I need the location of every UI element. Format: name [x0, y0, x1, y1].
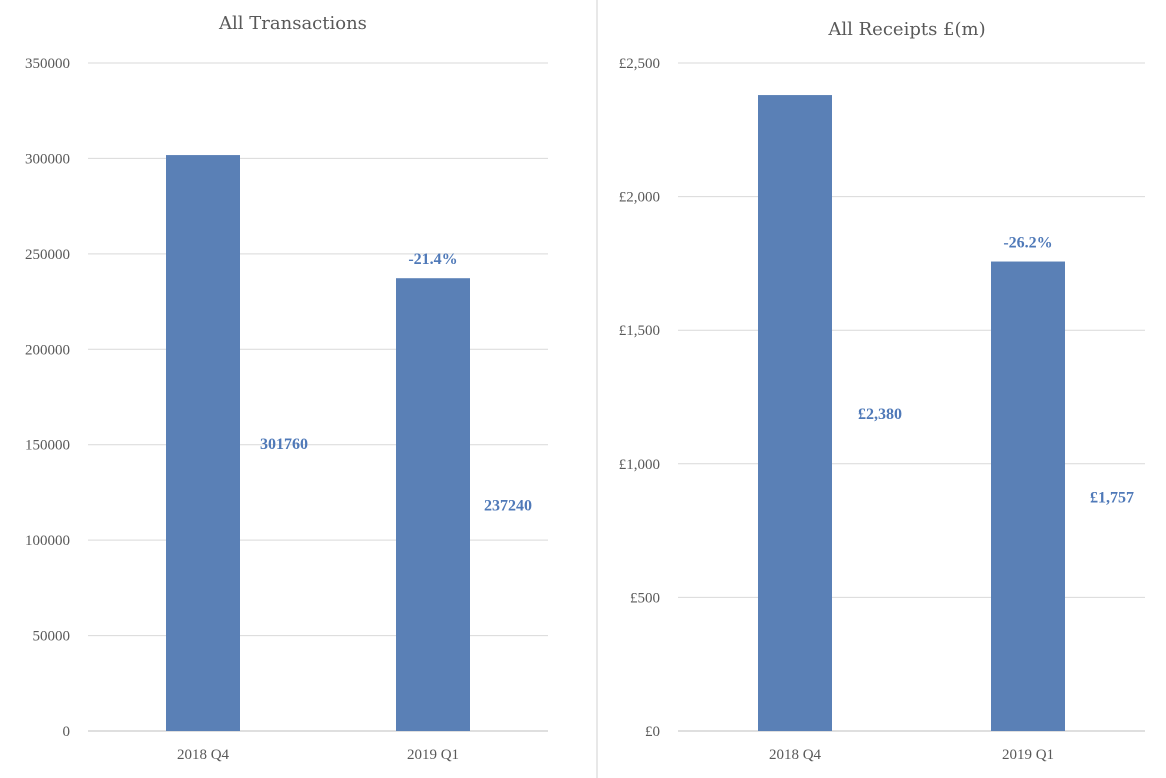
- change-label: -21.4%: [408, 251, 457, 268]
- transactions-chart: All Transactions 0 50000 100000 150000 20000…: [25, 13, 548, 763]
- data-label: £1,757: [1090, 489, 1134, 506]
- y-tick-label: 350000: [25, 56, 70, 72]
- y-tick-label: £500: [630, 590, 660, 606]
- bar: [991, 261, 1065, 731]
- chart-title: All Transactions: [218, 13, 367, 34]
- bar: [758, 95, 832, 731]
- bar: [166, 155, 240, 732]
- y-tick-label: 100000: [25, 533, 70, 549]
- y-tick-label: 200000: [25, 342, 70, 358]
- y-tick-label: 300000: [25, 151, 70, 167]
- data-label: £2,380: [858, 406, 902, 423]
- y-tick-label: £1,000: [619, 457, 660, 473]
- y-tick-label: 0: [63, 724, 71, 740]
- x-tick-label: 2019 Q1: [407, 747, 459, 763]
- x-tick-label: 2019 Q1: [1002, 747, 1054, 763]
- y-tick-label: £2,000: [619, 190, 660, 206]
- data-label: 237240: [484, 498, 532, 515]
- change-label: -26.2%: [1003, 235, 1052, 252]
- y-tick-label: 150000: [25, 438, 70, 454]
- x-tick-label: 2018 Q4: [769, 747, 822, 763]
- y-tick-label: 50000: [33, 629, 71, 645]
- y-tick-label: £2,500: [619, 56, 660, 72]
- y-tick-label: 250000: [25, 247, 70, 263]
- data-label: 301760: [260, 436, 308, 453]
- chart-title: All Receipts £(m): [827, 19, 985, 40]
- bar: [396, 278, 470, 731]
- receipts-chart: All Receipts £(m) £0 £500 £1,000 £1,500 £2,0…: [619, 19, 1145, 763]
- x-tick-label: 2018 Q4: [177, 747, 230, 763]
- y-tick-label: £0: [645, 724, 660, 740]
- y-tick-label: £1,500: [619, 323, 660, 339]
